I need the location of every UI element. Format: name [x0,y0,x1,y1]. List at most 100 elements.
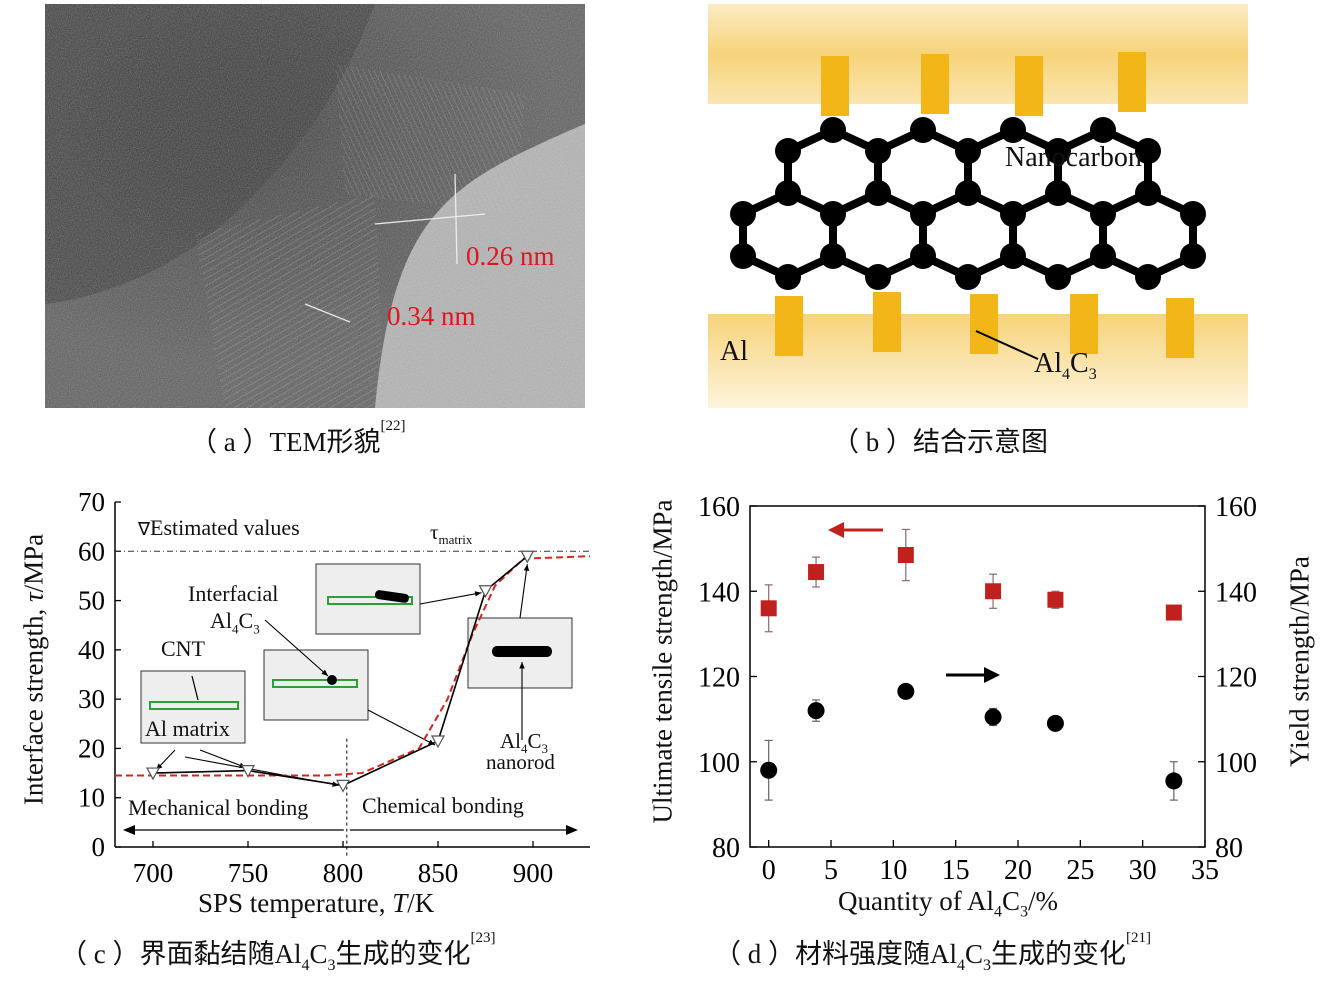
al4c3-block-bottom [1070,294,1098,354]
mechanical-arrowhead [123,825,135,835]
legend-estimated-label: Estimated values [150,515,300,540]
mechanical-bonding-label: Mechanical bonding [128,795,309,820]
estimated-value-marker [520,550,535,564]
caption-c-sub3: 3 [327,957,336,974]
x-tick-label-c: 850 [418,858,459,888]
y-axis-title-d-left: Ultimate tensile strength/MPa [647,499,678,824]
estimated-value-marker [478,585,493,598]
caption-c-b: C [309,939,328,969]
red-dashed-trend [115,555,591,777]
cnt-label: CNT [161,636,205,661]
al4c3-block-top [1015,56,1043,116]
y-axis-title-c-b: /MPa [18,533,49,593]
uts-marker [808,564,825,581]
inset-cnt-rod-3 [327,596,413,605]
cnt-pointer [191,675,199,701]
al4c3-block-top [821,56,849,116]
inset-interfacial-dot [263,649,369,721]
y-tick-label-c: 0 [92,832,106,862]
carbon-atom [1000,201,1026,227]
caption-c-sub4: 4 [301,957,310,974]
carbon-atom [1045,138,1071,164]
caption-d-ref: [21] [1126,930,1152,946]
carbon-atom [1135,180,1161,206]
x-axis-title-d-b: /% [1028,886,1059,916]
tem-image-graphic [45,4,585,408]
al-matrix-label: Al matrix [145,716,230,741]
y-tick-label-right-d: 80 [1215,833,1243,864]
yield-marker [1046,714,1064,732]
inset-al4c3-nanorod [492,646,552,657]
black-line [152,555,528,787]
y-tick-label-left-d: 100 [698,748,740,779]
pointer-line [519,564,528,619]
carbon-atom [775,264,801,290]
inset-al4c3-dot [327,675,337,685]
nanorod-al: Al [500,729,521,753]
y-tick-label-c: 10 [78,783,105,813]
caption-d-sub4: 4 [957,957,965,974]
y-tick-label-left-d: 120 [698,663,740,694]
tau-matrix-label: τmatrix [430,520,472,548]
y-axis-title-c: Interface strength, τ/MPa [19,480,50,860]
y-tick-label-c: 50 [78,586,105,616]
arrow-right-black [946,667,1000,683]
x-tick-label-d: 0 [762,855,776,886]
yield-marker [1165,772,1183,790]
y-tick-label-left-d: 140 [698,577,740,608]
pointer-arrowhead [523,564,530,571]
y-axis-title-c-italic: τ [18,592,49,603]
inset-cnt-rod-2 [272,679,358,688]
inset-cnt-rod [149,701,239,710]
yield-marker [760,761,778,779]
carbon-atom [820,117,846,143]
lattice-spacing-label-034: 0.34 nm [387,301,476,331]
caption-d-sub3: 3 [983,957,992,974]
caption-b: （ b ）结合示意图 [832,427,1048,457]
carbon-atom [910,201,936,227]
carbon-atom [1090,117,1116,143]
legend-estimated: ∇Estimated values [138,515,300,540]
pointer-arrowhead [474,591,482,597]
carbon-atom [955,180,981,206]
top-al-layer [708,4,1248,104]
x-axis-title-c-a: SPS temperature, [198,888,393,918]
strength-plot: 80 80 100 100 120 120 140 140 160 160 0 5 10 15 20 25 30… [698,492,1257,886]
carbon-atom [1090,201,1116,227]
nanorod-c: C [527,729,542,753]
x-tick-label-d: 30 [1129,855,1157,886]
nanorod-label: nanorod [486,750,555,774]
carbon-atom [955,264,981,290]
interfacial-label: Interfacial [188,581,279,606]
chemical-bonding-label: Chemical bonding [362,793,524,818]
carbon-atom [910,117,936,143]
y-tick-label-c: 30 [78,684,105,714]
uts-marker [985,583,1002,600]
x-tick-label-d: 20 [1004,855,1032,886]
interfacial-sub3: 3 [253,621,260,637]
interfacial-sub4: 4 [232,621,239,637]
nanorod-sub4: 4 [521,741,528,757]
inset-al4c3-rod [374,590,409,603]
x-tick-label-d: 25 [1066,855,1094,886]
y-axis-title-c-a: Interface strength, [18,602,49,806]
y-tick-label-right-d: 120 [1215,663,1257,694]
x-tick-label-c: 750 [228,858,269,888]
y-tick-label-left-d: 80 [712,833,740,864]
carbon-atom [820,201,846,227]
y-tick-label-c: 60 [78,536,105,566]
estimated-value-marker [145,767,161,781]
interfacial-c: C [238,608,254,633]
schematic-graphic [708,4,1248,408]
carbon-atom [865,138,891,164]
x-axis-title-d-sub3: 3 [1020,903,1029,921]
carbon-atom [1090,243,1116,269]
x-tick-label-d: 10 [879,855,907,886]
carbon-atom [1180,243,1206,269]
carbon-atom [775,138,801,164]
al4c3-label: Al4C3 [1034,348,1097,383]
pointer-arrowhead [321,669,328,676]
carbon-atom [1000,243,1026,269]
inset-cnt-al-matrix [140,670,246,744]
bonding-schematic: Nanocarbon Al Al4C3 [708,4,1248,408]
